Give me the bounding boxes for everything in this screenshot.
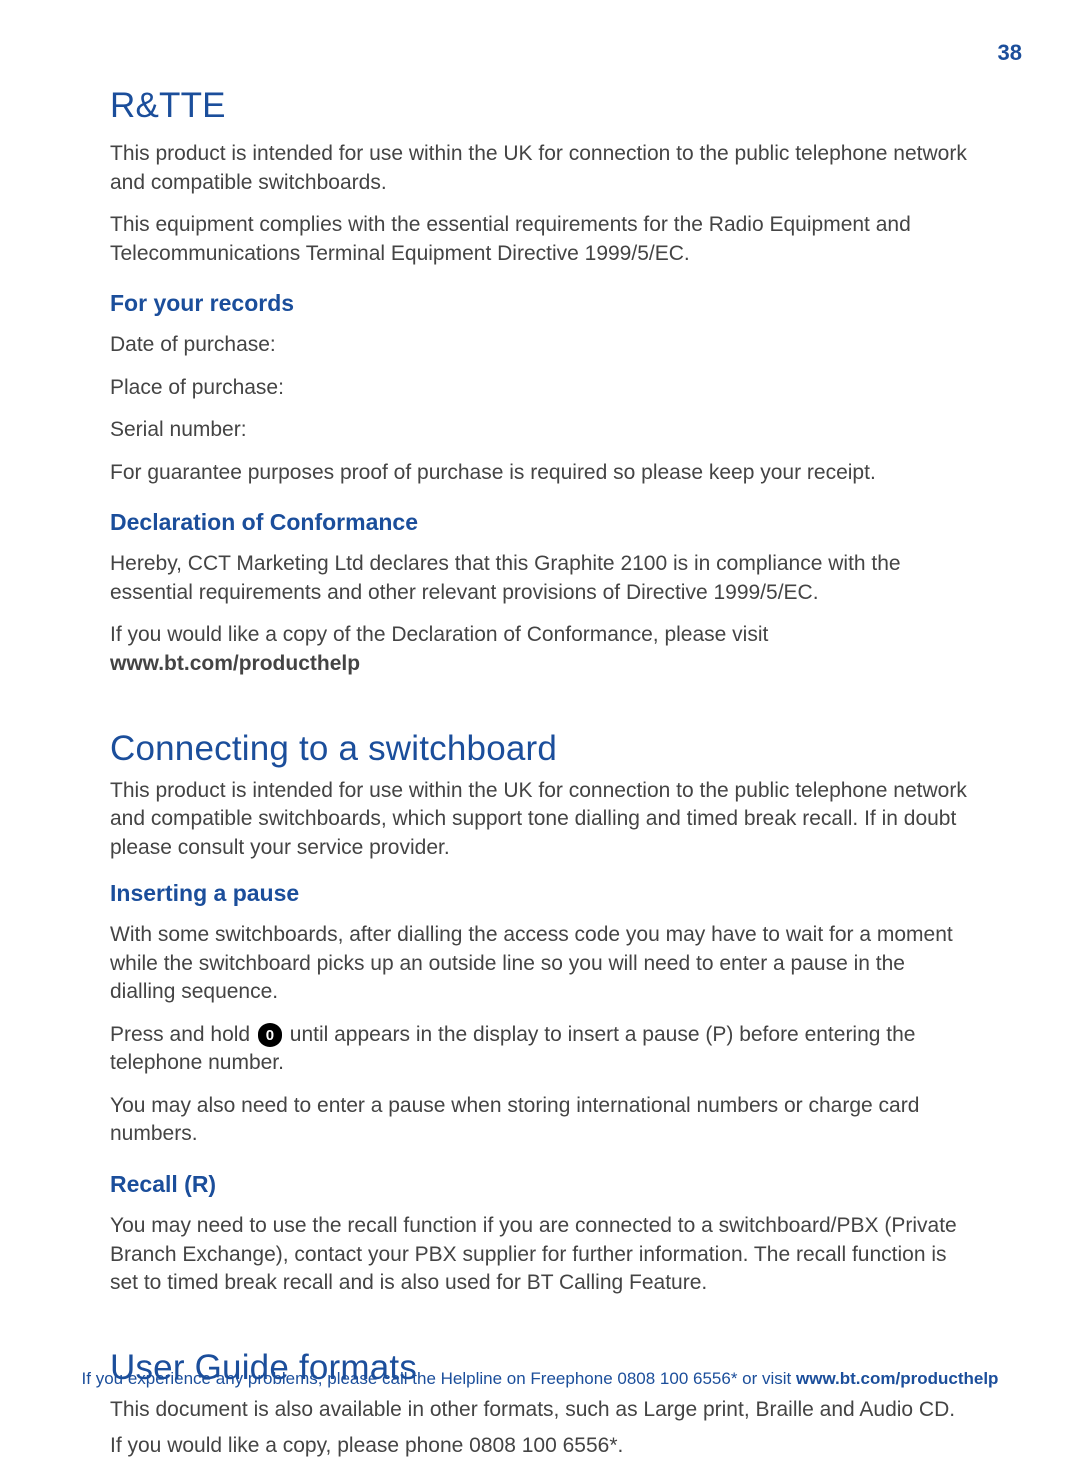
footer-link: www.bt.com/producthelp: [796, 1369, 998, 1388]
heading-recall: Recall (R): [110, 1171, 970, 1198]
rtte-para-2: This equipment complies with the essenti…: [110, 211, 970, 268]
record-serial: Serial number:: [110, 416, 970, 445]
page-number: 38: [998, 40, 1022, 66]
heading-for-your-records: For your records: [110, 290, 970, 317]
heading-declaration: Declaration of Conformance: [110, 509, 970, 536]
record-note: For guarantee purposes proof of purchase…: [110, 459, 970, 488]
pause-para-2: Press and hold 0 until appears in the di…: [110, 1021, 970, 1078]
switchboard-intro: This product is intended for use within …: [110, 777, 970, 863]
heading-rtte: R&TTE: [110, 86, 970, 126]
rtte-para-1: This product is intended for use within …: [110, 140, 970, 197]
heading-inserting-pause: Inserting a pause: [110, 880, 970, 907]
declaration-para-2-text: If you would like a copy of the Declarat…: [110, 623, 768, 646]
pause-para-2-pre: Press and hold: [110, 1023, 256, 1046]
page-content: R&TTE This product is intended for use w…: [0, 0, 1080, 1461]
formats-line-2: If you would like a copy, please phone 0…: [110, 1432, 970, 1461]
declaration-para-1: Hereby, CCT Marketing Ltd declares that …: [110, 550, 970, 607]
formats-line-1: This document is also available in other…: [110, 1396, 970, 1425]
declaration-para-2: If you would like a copy of the Declarat…: [110, 621, 970, 678]
record-date: Date of purchase:: [110, 331, 970, 360]
pause-para-3: You may also need to enter a pause when …: [110, 1092, 970, 1149]
record-place: Place of purchase:: [110, 374, 970, 403]
pause-para-1: With some switchboards, after dialling t…: [110, 921, 970, 1007]
recall-para: You may need to use the recall function …: [110, 1212, 970, 1298]
footer-text: If you experience any problems, please c…: [82, 1369, 796, 1388]
zero-key-icon: 0: [258, 1023, 282, 1047]
declaration-link: www.bt.com/producthelp: [110, 652, 360, 675]
heading-switchboard: Connecting to a switchboard: [110, 729, 970, 769]
page-footer: If you experience any problems, please c…: [0, 1369, 1080, 1389]
